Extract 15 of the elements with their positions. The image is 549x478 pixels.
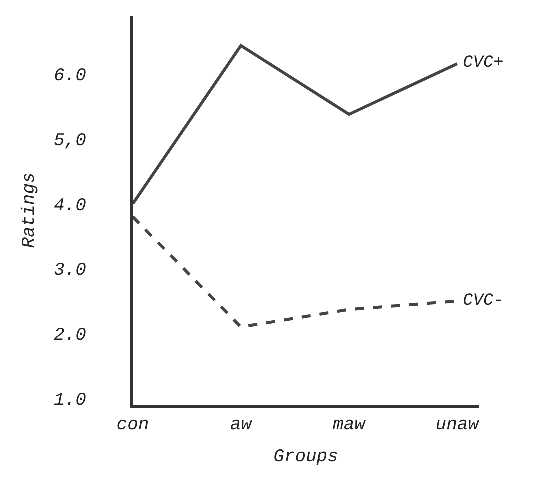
y-tick-label: 5,0 bbox=[54, 131, 87, 152]
x-tick-label: maw bbox=[333, 416, 367, 436]
line-series bbox=[133, 44, 459, 206]
y-tick-label: 2.0 bbox=[54, 326, 87, 346]
series-label: CVC+ bbox=[463, 54, 504, 73]
x-tick-label: con bbox=[116, 416, 150, 436]
y-axis-title: Ratings bbox=[20, 172, 40, 248]
x-tick-label: aw bbox=[230, 416, 254, 436]
series-label: CVC- bbox=[463, 292, 504, 311]
y-tick-label: 6.0 bbox=[54, 66, 87, 87]
x-tick-label: unaw bbox=[436, 416, 480, 436]
x-axis-title: Groups bbox=[274, 448, 338, 468]
y-tick-label: 3.0 bbox=[54, 261, 87, 282]
y-tick-label: 1.0 bbox=[54, 390, 87, 411]
y-tick-label: 4.0 bbox=[54, 196, 87, 216]
